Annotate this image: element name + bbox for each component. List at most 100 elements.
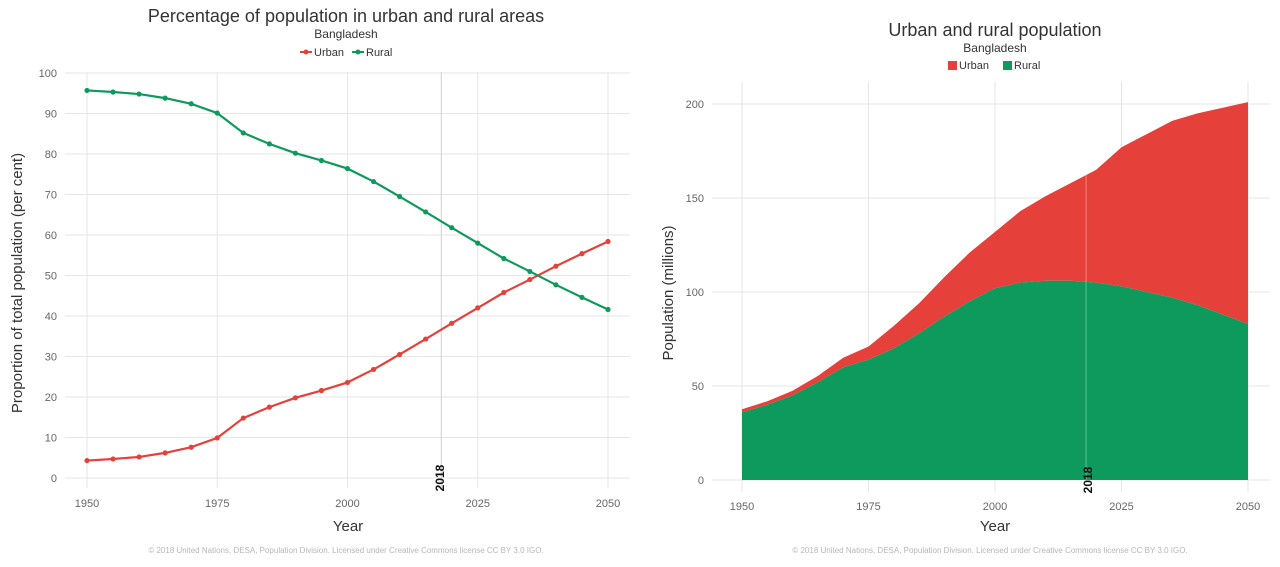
data-point-rural [136,91,142,97]
data-point-urban [240,415,246,421]
data-point-rural [240,130,246,136]
legend-rural-label: Rural [1014,60,1040,72]
y-tick-label: 200 [686,99,704,111]
data-point-urban [84,457,90,464]
y-tick-label: 100 [686,287,704,299]
data-point-rural [527,268,533,275]
data-point-urban [579,251,585,257]
data-point-rural [579,294,585,300]
y-tick-label: 50 [692,381,704,393]
data-point-rural [370,178,377,185]
area-chart-ylabel: Population (millions) [660,225,677,360]
data-point-urban [370,366,377,373]
area-chart-subtitle: Bangladesh [963,41,1026,55]
data-point-urban [214,435,220,441]
data-point-urban [527,276,533,283]
area-chart-series [742,82,1248,492]
y-tick-label: 0 [51,473,57,485]
line-chart: Percentage of population in urban and ru… [9,6,630,555]
y-tick-label: 150 [686,193,704,205]
legend-urban-dot [303,49,309,55]
area-chart-xlabel: Year [980,518,1010,535]
data-point-rural [397,193,403,200]
y-tick-label: 60 [45,230,57,242]
x-tick-label: 2050 [596,498,620,510]
data-point-urban [292,395,298,401]
area-chart-footer: © 2018 United Nations, DESA, Population … [792,546,1187,555]
data-point-urban [501,289,507,296]
y-tick-label: 100 [39,68,57,80]
data-point-rural [449,225,455,231]
area-urban [742,102,1248,413]
area-chart-marker-label: 2018 [1081,466,1095,493]
area-chart-ticks: 0 50 100 150 200 1950 1975 2000 2025 2050 [686,99,1261,513]
data-point-rural [292,150,298,156]
data-point-urban [110,456,116,462]
line-chart-ylabel: Proportion of total population (per cent… [9,153,26,413]
x-tick-label: 2050 [1236,501,1260,513]
y-tick-label: 80 [45,149,57,161]
legend-urban-label: Urban [959,60,989,72]
data-point-rural [214,110,220,116]
data-point-rural [162,95,168,101]
legend-urban-label: Urban [314,47,344,59]
line-chart-ticks: 0 10 20 30 40 50 60 70 80 90 100 1950 1975 2000 2025 20… [39,68,621,510]
data-point-rural [605,306,611,313]
data-point-rural [266,141,272,147]
line-chart-grid [65,72,630,488]
area-rural [742,280,1248,480]
y-tick-label: 40 [45,311,57,323]
data-point-urban [318,387,325,394]
data-point-rural [475,240,481,246]
x-tick-label: 2025 [1109,501,1133,513]
line-chart-xlabel: Year [333,518,363,535]
line-chart-footer: © 2018 United Nations, DESA, Population … [148,546,543,555]
area-chart-title: Urban and rural population [888,20,1101,40]
data-point-urban [475,305,481,311]
y-tick-label: 20 [45,392,57,404]
data-point-urban [136,454,142,460]
data-point-rural [318,157,325,164]
data-point-urban [553,263,559,269]
y-tick-label: 90 [45,109,57,121]
data-point-urban [449,320,455,326]
area-chart: Urban and rural population Bangladesh Ur… [660,20,1270,555]
legend-rural-label: Rural [366,47,392,59]
y-tick-label: 50 [45,271,57,283]
x-tick-label: 1950 [730,501,754,513]
data-point-rural [188,101,194,107]
line-chart-marker-label: 2018 [433,464,447,491]
y-tick-label: 70 [45,190,57,202]
legend-rural-swatch [1003,61,1012,70]
data-point-urban [423,336,429,342]
data-point-rural [423,209,429,215]
data-point-rural [344,165,351,172]
data-point-urban [344,379,351,386]
legend-urban-swatch [948,61,957,70]
line-chart-subtitle: Bangladesh [314,27,377,41]
data-point-rural [84,87,90,94]
x-tick-label: 1975 [205,498,229,510]
data-point-urban [397,351,403,358]
data-point-urban [162,450,168,456]
data-point-rural [553,282,559,288]
x-tick-label: 1975 [856,501,880,513]
y-tick-label: 10 [45,433,57,445]
line-chart-legend: Urban Rural [300,47,392,59]
data-point-urban [266,404,272,410]
x-tick-label: 2000 [983,501,1007,513]
legend-rural-dot [355,49,361,55]
data-point-rural [110,89,116,95]
y-tick-label: 30 [45,352,57,364]
area-chart-legend: Urban Rural [948,60,1040,72]
line-chart-series [84,87,611,464]
x-tick-label: 2025 [466,498,490,510]
data-point-urban [188,444,194,450]
x-tick-label: 1950 [75,498,99,510]
line-chart-title: Percentage of population in urban and ru… [148,6,544,26]
data-point-rural [501,255,507,262]
y-tick-label: 0 [698,475,704,487]
data-point-urban [605,238,611,245]
x-tick-label: 2000 [335,498,359,510]
